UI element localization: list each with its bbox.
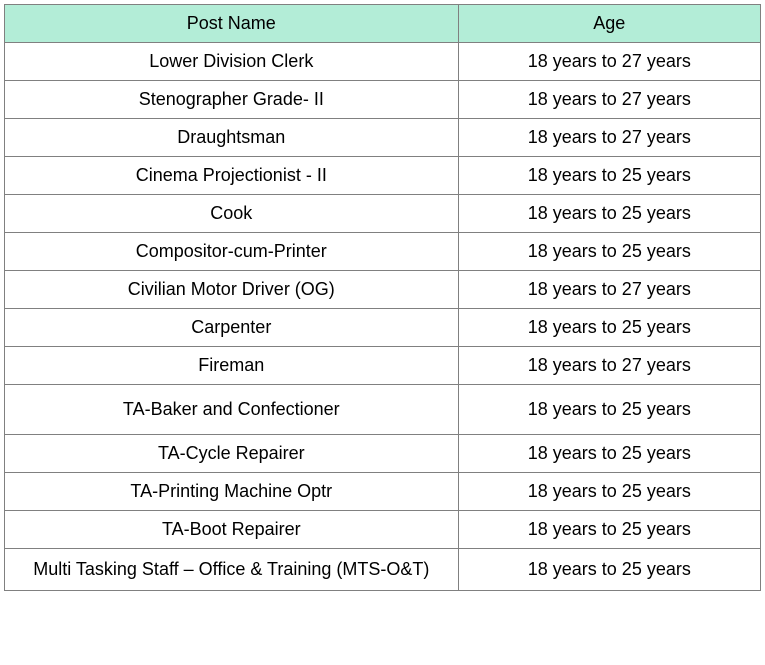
table-row: Stenographer Grade- II18 years to 27 yea… (5, 81, 761, 119)
table-row: Carpenter18 years to 25 years (5, 309, 761, 347)
table-row: TA-Baker and Confectioner18 years to 25 … (5, 385, 761, 435)
cell-age: 18 years to 25 years (458, 385, 760, 435)
post-age-table: Post Name Age Lower Division Clerk18 yea… (4, 4, 761, 591)
table-row: Lower Division Clerk18 years to 27 years (5, 43, 761, 81)
cell-age: 18 years to 27 years (458, 347, 760, 385)
cell-age: 18 years to 27 years (458, 271, 760, 309)
cell-post-name: TA-Boot Repairer (5, 511, 459, 549)
cell-post-name: Cook (5, 195, 459, 233)
cell-post-name: Stenographer Grade- II (5, 81, 459, 119)
cell-post-name: Multi Tasking Staff – Office & Training … (5, 549, 459, 591)
cell-post-name: Compositor-cum-Printer (5, 233, 459, 271)
table-row: Fireman18 years to 27 years (5, 347, 761, 385)
cell-post-name: TA-Baker and Confectioner (5, 385, 459, 435)
cell-post-name: Fireman (5, 347, 459, 385)
cell-post-name: Draughtsman (5, 119, 459, 157)
table-header-row: Post Name Age (5, 5, 761, 43)
cell-post-name: Civilian Motor Driver (OG) (5, 271, 459, 309)
cell-post-name: Lower Division Clerk (5, 43, 459, 81)
cell-age: 18 years to 25 years (458, 233, 760, 271)
cell-age: 18 years to 25 years (458, 157, 760, 195)
cell-age: 18 years to 25 years (458, 549, 760, 591)
table-row: Multi Tasking Staff – Office & Training … (5, 549, 761, 591)
header-age: Age (458, 5, 760, 43)
cell-post-name: TA-Printing Machine Optr (5, 473, 459, 511)
table-body: Lower Division Clerk18 years to 27 years… (5, 43, 761, 591)
table-row: TA-Boot Repairer18 years to 25 years (5, 511, 761, 549)
table-row: Civilian Motor Driver (OG)18 years to 27… (5, 271, 761, 309)
cell-age: 18 years to 25 years (458, 309, 760, 347)
table-row: Compositor-cum-Printer18 years to 25 yea… (5, 233, 761, 271)
cell-age: 18 years to 25 years (458, 435, 760, 473)
cell-post-name: Cinema Projectionist - II (5, 157, 459, 195)
cell-age: 18 years to 27 years (458, 81, 760, 119)
header-post-name: Post Name (5, 5, 459, 43)
cell-age: 18 years to 25 years (458, 511, 760, 549)
cell-age: 18 years to 27 years (458, 119, 760, 157)
cell-post-name: Carpenter (5, 309, 459, 347)
table-row: TA-Printing Machine Optr18 years to 25 y… (5, 473, 761, 511)
cell-age: 18 years to 27 years (458, 43, 760, 81)
table-row: Cook18 years to 25 years (5, 195, 761, 233)
table-row: Cinema Projectionist - II18 years to 25 … (5, 157, 761, 195)
cell-post-name: TA-Cycle Repairer (5, 435, 459, 473)
cell-age: 18 years to 25 years (458, 473, 760, 511)
cell-age: 18 years to 25 years (458, 195, 760, 233)
table-row: Draughtsman18 years to 27 years (5, 119, 761, 157)
table-row: TA-Cycle Repairer18 years to 25 years (5, 435, 761, 473)
